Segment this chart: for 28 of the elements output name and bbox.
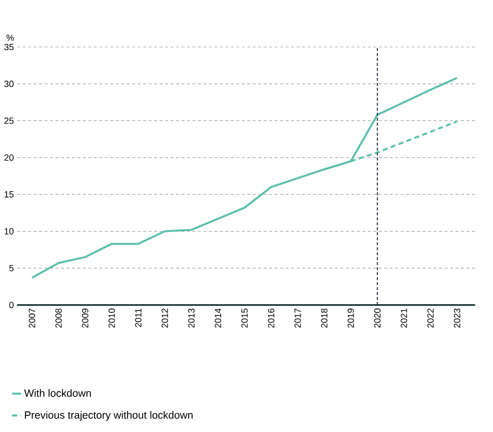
x-tick-label: 2014 [214,308,222,328]
x-tick-label: 2020 [374,308,381,328]
y-tick-label: 20 [4,154,14,161]
y-tick-label: 5 [9,265,14,272]
x-tick-label: 2009 [82,308,88,328]
x-tick-label: 2022 [427,308,434,328]
x-tick-label: 2010 [108,308,115,328]
x-tick-label: 2015 [241,308,248,328]
y-tick-label: 35 [4,44,14,50]
x-tick-label: 2013 [188,308,195,328]
x-tick-label: 2017 [294,308,301,328]
x-tick-label: 2016 [268,308,274,328]
legend-label: Previous trajectory without lockdown [24,411,193,421]
x-tick-label: 2023 [454,308,460,328]
x-tick-label: 2008 [55,308,62,328]
y-axis-title: % [6,34,14,41]
y-tick-label: 10 [4,228,14,234]
y-tick-label: 30 [4,80,14,88]
x-tick-label: 2019 [348,308,354,328]
x-tick-label: 2012 [162,308,168,328]
y-tick-label: 0 [9,302,14,308]
y-tick-label: 25 [4,118,14,124]
x-tick-label: 2018 [321,308,328,328]
x-tick-label: 2007 [28,308,36,328]
y-tick-label: 15 [4,191,14,198]
legend-label: With lockdown [24,389,91,397]
x-tick-label: 2011 [135,308,142,328]
x-tick-label: 2021 [400,308,408,328]
